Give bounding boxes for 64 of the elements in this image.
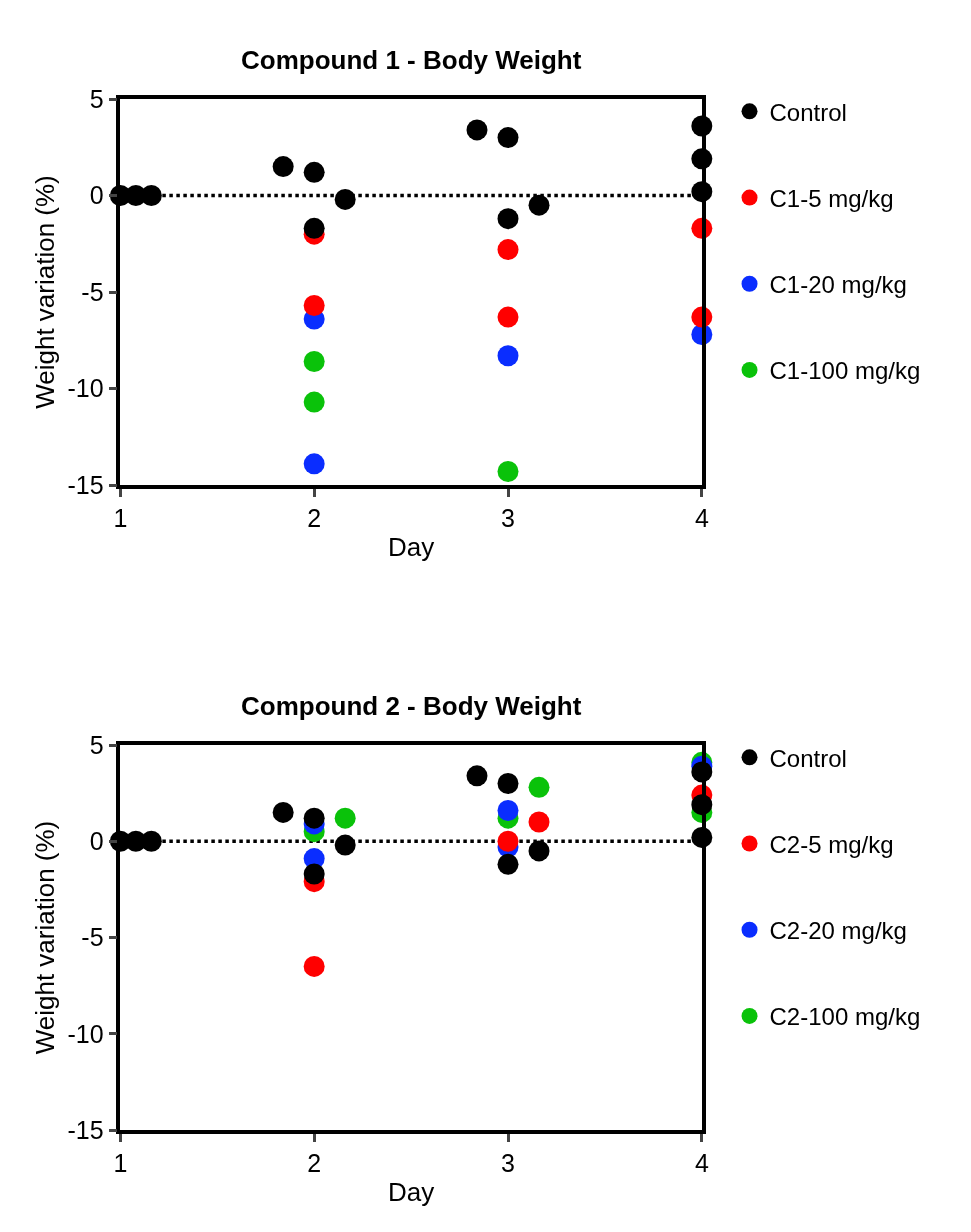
point <box>497 306 519 328</box>
point <box>466 119 488 141</box>
point <box>303 807 325 829</box>
chart-title: Compound 1 - Body Weight <box>241 45 582 75</box>
point <box>334 188 356 210</box>
y-tick-label: -5 <box>81 923 104 952</box>
point <box>303 955 325 977</box>
y-tick-label: -15 <box>67 470 104 499</box>
x-axis-title: Day <box>387 1176 435 1207</box>
legend-label: C2-100 mg/kg <box>769 1003 921 1031</box>
y-tick-label: -15 <box>67 1115 104 1144</box>
x-axis-title: Day <box>387 532 435 562</box>
x-tick-label: 4 <box>694 503 709 532</box>
legend-label: C1-5 mg/kg <box>769 184 894 212</box>
point <box>528 811 550 833</box>
point <box>497 830 519 852</box>
point <box>497 345 519 367</box>
point <box>334 834 356 856</box>
x-tick-label: 3 <box>501 503 515 532</box>
y-tick-label: 0 <box>89 827 104 856</box>
point <box>497 239 519 261</box>
x-tick-label: 1 <box>113 1148 128 1177</box>
legend-label: C1-20 mg/kg <box>769 271 907 299</box>
x-tick-label: 2 <box>307 503 322 532</box>
point <box>303 391 325 413</box>
point <box>497 461 519 483</box>
point <box>497 208 519 230</box>
y-tick-label: -5 <box>81 277 104 306</box>
legend-label: C2-20 mg/kg <box>769 917 907 945</box>
point <box>303 351 325 373</box>
y-axis-title: Weight variation (%) <box>30 175 61 409</box>
legend-label: C1-100 mg/kg <box>769 357 921 385</box>
point <box>140 830 162 852</box>
point <box>334 807 356 829</box>
point <box>303 161 325 183</box>
point <box>303 295 325 317</box>
point <box>497 773 519 794</box>
legend-label: Control <box>769 744 847 772</box>
y-tick-label: -10 <box>67 1019 104 1048</box>
point <box>303 217 325 239</box>
x-tick-label: 2 <box>307 1148 322 1177</box>
y-tick-label: 5 <box>89 84 104 113</box>
point <box>272 801 294 823</box>
legend-label: Control <box>769 98 847 126</box>
x-tick-label: 3 <box>501 1148 515 1177</box>
chart-title: Compound 2 - Body Weight <box>241 691 582 721</box>
y-tick-label: -10 <box>67 374 104 403</box>
point <box>272 156 294 178</box>
x-tick-label: 1 <box>113 503 128 532</box>
point <box>303 863 325 885</box>
point <box>528 194 550 216</box>
legend-label: C2-5 mg/kg <box>769 830 894 858</box>
point <box>466 765 488 787</box>
point <box>140 185 162 207</box>
x-tick-label: 4 <box>694 1148 709 1177</box>
point <box>497 127 519 149</box>
point <box>528 840 550 862</box>
point <box>528 776 550 798</box>
point <box>497 853 519 875</box>
y-tick-label: 0 <box>89 181 104 210</box>
y-tick-label: 5 <box>89 730 104 759</box>
point <box>497 799 519 821</box>
y-axis-title: Weight variation (%) <box>30 820 61 1055</box>
point <box>303 453 325 475</box>
